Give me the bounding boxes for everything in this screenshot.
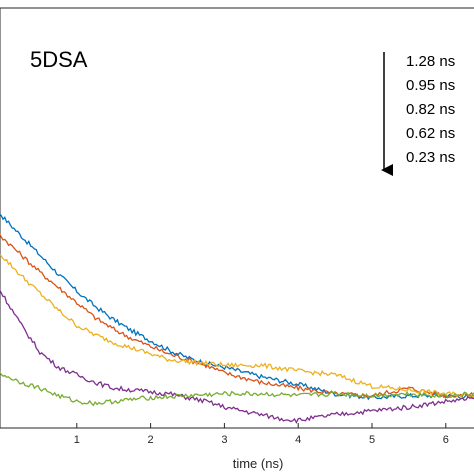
legend-entry-2: 0.95 ns (406, 77, 455, 94)
plot-area (0, 7, 474, 429)
legend-entry-1: 1.28 ns (406, 53, 455, 70)
x-tick-label: 3 (221, 434, 227, 446)
x-tick-label: 2 (148, 434, 154, 446)
series-line-5 (0, 371, 474, 407)
x-tick-label: 5 (369, 434, 375, 446)
series-line-4 (0, 289, 474, 424)
x-axis-label: time (ns) (233, 456, 284, 471)
x-tick-label: 6 (443, 434, 449, 446)
x-tick-label: 4 (295, 434, 301, 446)
legend-entry-4: 0.62 ns (406, 125, 455, 142)
panel-label: 5DSA (30, 47, 88, 72)
series-line-3 (0, 254, 474, 398)
legend: 1.28 ns 0.95 ns 0.82 ns 0.62 ns 0.23 ns (406, 53, 455, 166)
x-axis-ticks: 1 2 3 4 5 6 (74, 423, 449, 446)
legend-entry-5: 0.23 ns (406, 149, 455, 166)
x-tick-label: 1 (74, 434, 80, 446)
legend-entry-3: 0.82 ns (406, 101, 455, 118)
series-layer (0, 213, 474, 424)
